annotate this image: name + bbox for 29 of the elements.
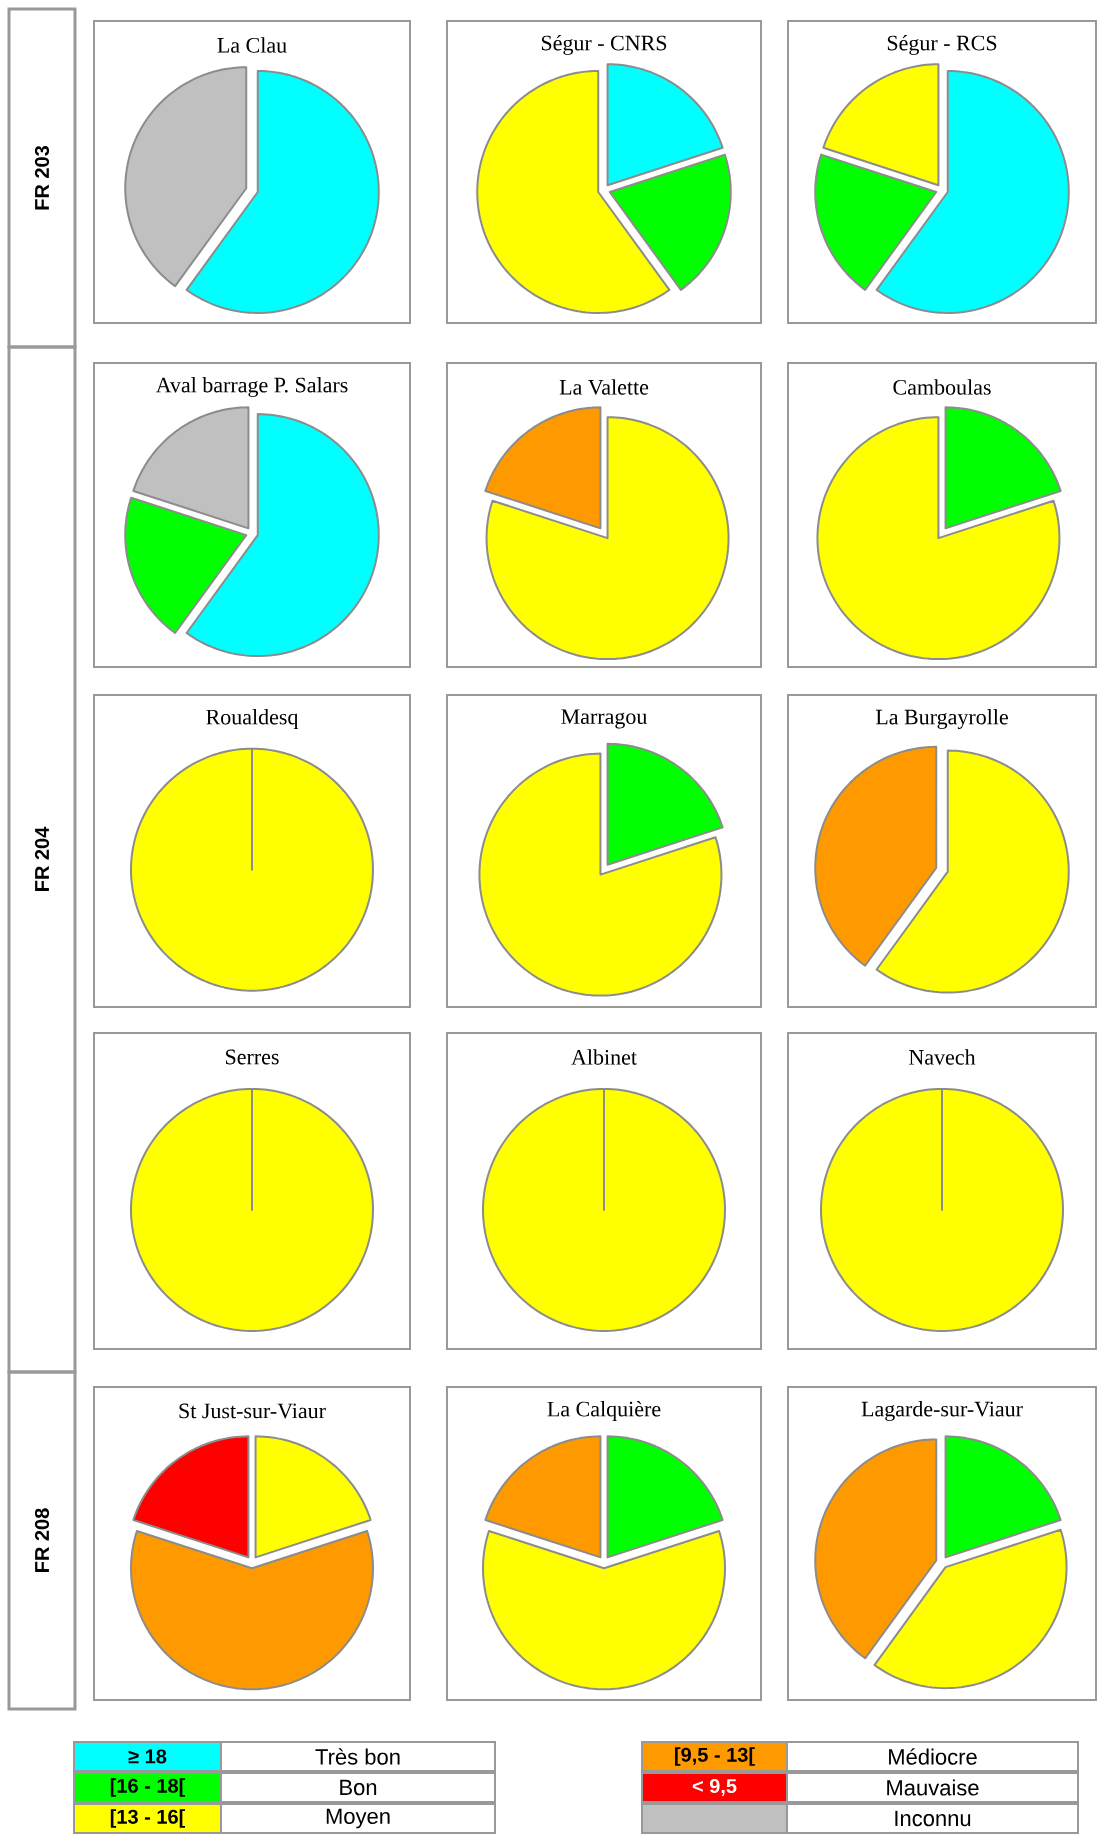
category-label: ≥ 18 bbox=[128, 1749, 167, 1764]
category-label: [9,5 - 13[ bbox=[675, 1747, 755, 1766]
text: Inconnu bbox=[895, 1810, 971, 1827]
text: Moyen bbox=[326, 1808, 390, 1829]
chart-title: Aval barrage P. Salars bbox=[155, 377, 348, 397]
category-label: < 9,5 bbox=[692, 1778, 737, 1797]
category-label: [13 - 16[ bbox=[110, 1809, 186, 1828]
chart-title: La Burgayrolle bbox=[875, 709, 1008, 729]
chart-title: Roualdesq bbox=[206, 709, 299, 729]
text: FR 203 bbox=[34, 145, 50, 210]
chart-title: Navech bbox=[909, 1049, 976, 1065]
text: Bon bbox=[340, 1779, 377, 1796]
text: FR 208 bbox=[34, 1508, 50, 1572]
chart-title: Ségur - RCS bbox=[887, 34, 997, 55]
category-label: [16 - 18[ bbox=[110, 1778, 186, 1797]
chart-title: La Valette bbox=[559, 379, 649, 395]
chart-title: Marragou bbox=[561, 709, 648, 729]
text: Mauvaise bbox=[887, 1779, 979, 1796]
chart-title: St Just-sur-Viaur bbox=[179, 1403, 326, 1419]
text: Médiocre bbox=[889, 1748, 977, 1765]
text: FR 204 bbox=[34, 826, 50, 891]
chart-title: Camboulas bbox=[893, 379, 991, 395]
chart-title: La Calquière bbox=[547, 1401, 661, 1421]
chart-title: Lagarde-sur-Viaur bbox=[861, 1401, 1023, 1421]
chart-title: Ségur - CNRS bbox=[541, 34, 667, 55]
chart-title: Serres bbox=[225, 1049, 279, 1065]
chart-title: Albinet bbox=[571, 1049, 637, 1065]
text: Très bon bbox=[315, 1748, 400, 1765]
chart-title: La Clau bbox=[217, 37, 287, 53]
